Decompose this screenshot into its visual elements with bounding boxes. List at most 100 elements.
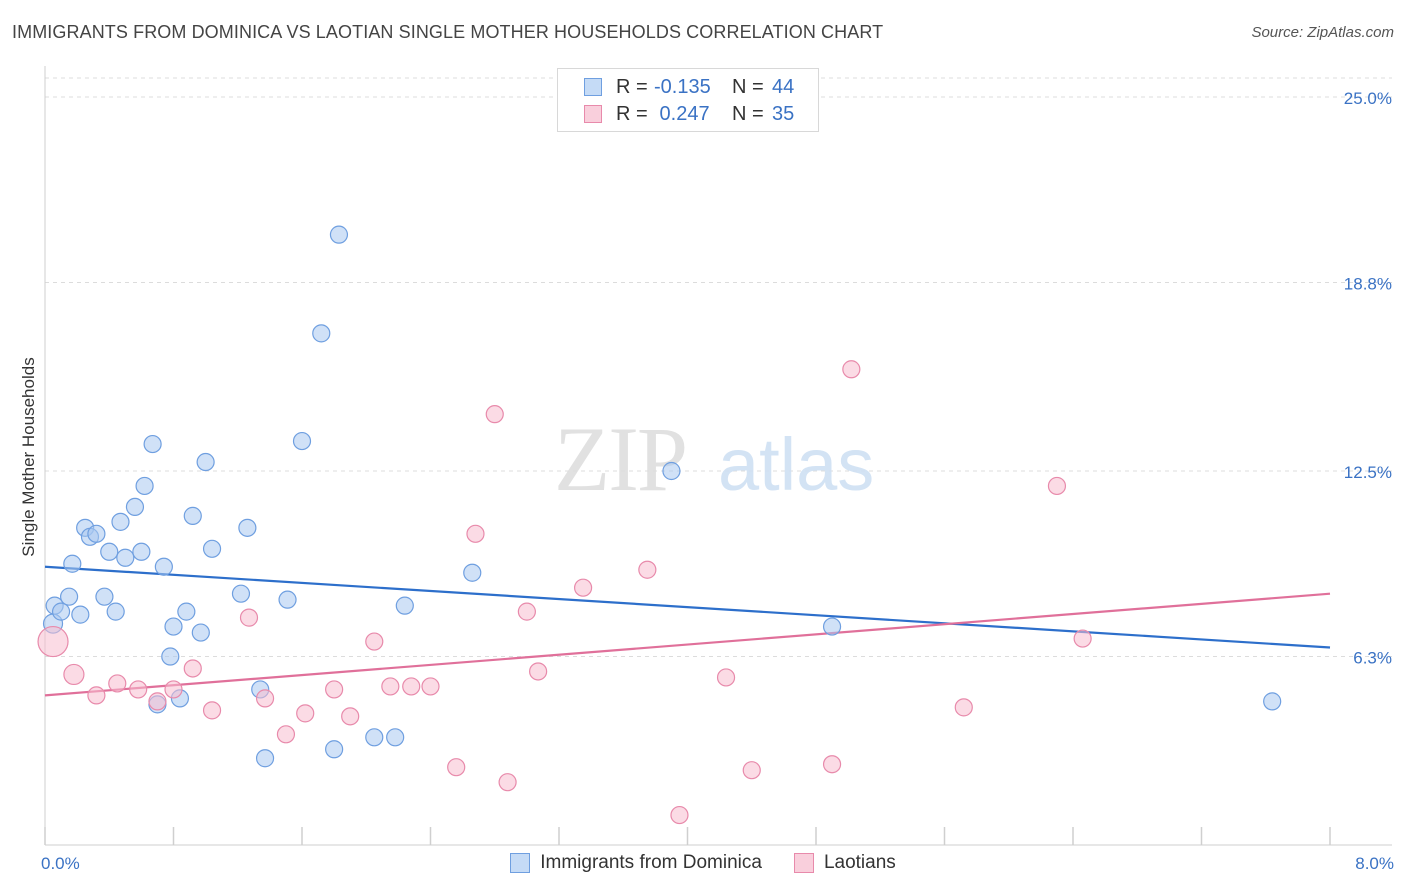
- point-laotians: [381, 677, 400, 696]
- stats-legend: R = -0.135 N = 44 R = 0.247 N = 35: [557, 68, 819, 132]
- point-dominica: [143, 434, 162, 454]
- point-laotians: [573, 578, 593, 597]
- point-laotians: [822, 755, 842, 774]
- point-dominica: [325, 740, 344, 759]
- trend-lines: [44, 565, 1331, 697]
- point-laotians: [296, 704, 315, 723]
- point-dominica: [238, 518, 257, 537]
- point-laotians: [365, 632, 384, 651]
- point-dominica: [463, 563, 482, 582]
- stats-n-label: N =: [732, 75, 764, 98]
- point-dominica: [312, 324, 331, 343]
- point-laotians: [742, 761, 761, 780]
- point-dominica: [135, 476, 154, 496]
- point-laotians: [255, 689, 275, 708]
- series-legend: Immigrants from Dominica Laotians: [0, 852, 1406, 874]
- point-dominica: [51, 602, 71, 621]
- chart-title: IMMIGRANTS FROM DOMINICA VS LAOTIAN SING…: [12, 22, 884, 42]
- trend-line-dominica: [44, 565, 1331, 649]
- stats-r-value: -0.135: [654, 75, 711, 98]
- point-dominica: [116, 548, 135, 567]
- point-laotians: [498, 773, 517, 792]
- point-dominica: [132, 542, 151, 561]
- point-dominica: [329, 225, 349, 244]
- point-dominica: [177, 602, 196, 621]
- y-axis-label: Single Mother Households: [19, 357, 38, 556]
- point-laotians: [447, 758, 466, 777]
- point-dominica: [822, 617, 842, 636]
- point-dominica: [183, 506, 202, 525]
- stats-row-dominica: R = -0.135 N = 44: [584, 74, 794, 100]
- point-laotians: [402, 677, 421, 696]
- y-tick-label: 25.0%: [1344, 89, 1392, 108]
- point-laotians: [325, 680, 344, 699]
- point-dominica: [164, 617, 183, 636]
- legend-item-dominica[interactable]: Immigrants from Dominica: [510, 852, 762, 874]
- stats-r-label: R =: [616, 102, 648, 125]
- point-dominica: [71, 605, 90, 624]
- point-dominica: [59, 587, 79, 606]
- point-dominica: [111, 512, 130, 531]
- point-dominica: [100, 542, 119, 561]
- point-dominica: [106, 602, 125, 621]
- point-laotians: [239, 608, 259, 627]
- stats-n-value: 44: [772, 75, 795, 98]
- point-dominica: [231, 584, 251, 603]
- y-tick-label: 12.5%: [1344, 463, 1392, 482]
- point-dominica: [95, 587, 114, 606]
- stats-n-label: N =: [732, 102, 764, 125]
- point-laotians: [842, 360, 861, 379]
- stats-swatch-laotians: [584, 105, 602, 123]
- watermark-atlas: atlas: [718, 423, 874, 506]
- point-dominica: [191, 623, 210, 642]
- point-laotians: [1047, 476, 1067, 496]
- point-dominica: [63, 554, 82, 573]
- point-laotians: [517, 602, 536, 621]
- point-dominica: [365, 728, 384, 747]
- legend-swatch-laotians: [793, 853, 814, 873]
- point-laotians: [129, 680, 148, 699]
- point-dominica: [278, 590, 297, 609]
- y-tick-label: 6.3%: [1353, 649, 1392, 668]
- point-laotians: [466, 524, 485, 543]
- point-laotians: [87, 686, 106, 705]
- point-laotians: [202, 701, 222, 720]
- trend-line-laotians: [44, 592, 1331, 697]
- x-tick-label: 0.0%: [41, 854, 80, 873]
- point-laotians: [954, 698, 973, 717]
- point-laotians: [37, 625, 69, 658]
- point-laotians: [148, 692, 167, 711]
- point-laotians: [164, 680, 183, 699]
- x-tick-label: 8.0%: [1355, 854, 1394, 873]
- point-laotians: [421, 677, 440, 696]
- legend-label-dominica: Immigrants from Dominica: [540, 852, 762, 873]
- y-tick-label: 18.8%: [1344, 275, 1392, 294]
- point-dominica: [161, 647, 180, 666]
- point-dominica: [386, 728, 405, 747]
- point-dominica: [662, 461, 681, 481]
- stats-n-value: 35: [772, 102, 795, 125]
- point-dominica: [292, 431, 312, 451]
- grid-lines: [45, 77, 1392, 658]
- stats-row-laotians: R = 0.247 N = 35: [584, 101, 794, 127]
- data-points: [37, 225, 1282, 825]
- axes: [44, 66, 1392, 846]
- point-dominica: [154, 557, 173, 576]
- point-laotians: [670, 805, 689, 825]
- legend-item-laotians[interactable]: Laotians: [793, 852, 896, 874]
- point-dominica: [87, 524, 106, 543]
- stats-swatch-dominica: [584, 78, 602, 96]
- point-laotians: [716, 668, 736, 687]
- point-laotians: [638, 560, 657, 579]
- watermark-zip: ZIP: [554, 408, 686, 510]
- point-laotians: [183, 659, 202, 678]
- point-laotians: [276, 725, 296, 744]
- stats-r-label: R =: [616, 75, 648, 98]
- point-laotians: [63, 663, 85, 686]
- stats-r-value: 0.247: [654, 102, 710, 125]
- legend-label-laotians: Laotians: [823, 852, 896, 873]
- point-laotians: [108, 674, 127, 693]
- watermark: ZIP atlas: [554, 408, 874, 510]
- point-dominica: [255, 749, 275, 768]
